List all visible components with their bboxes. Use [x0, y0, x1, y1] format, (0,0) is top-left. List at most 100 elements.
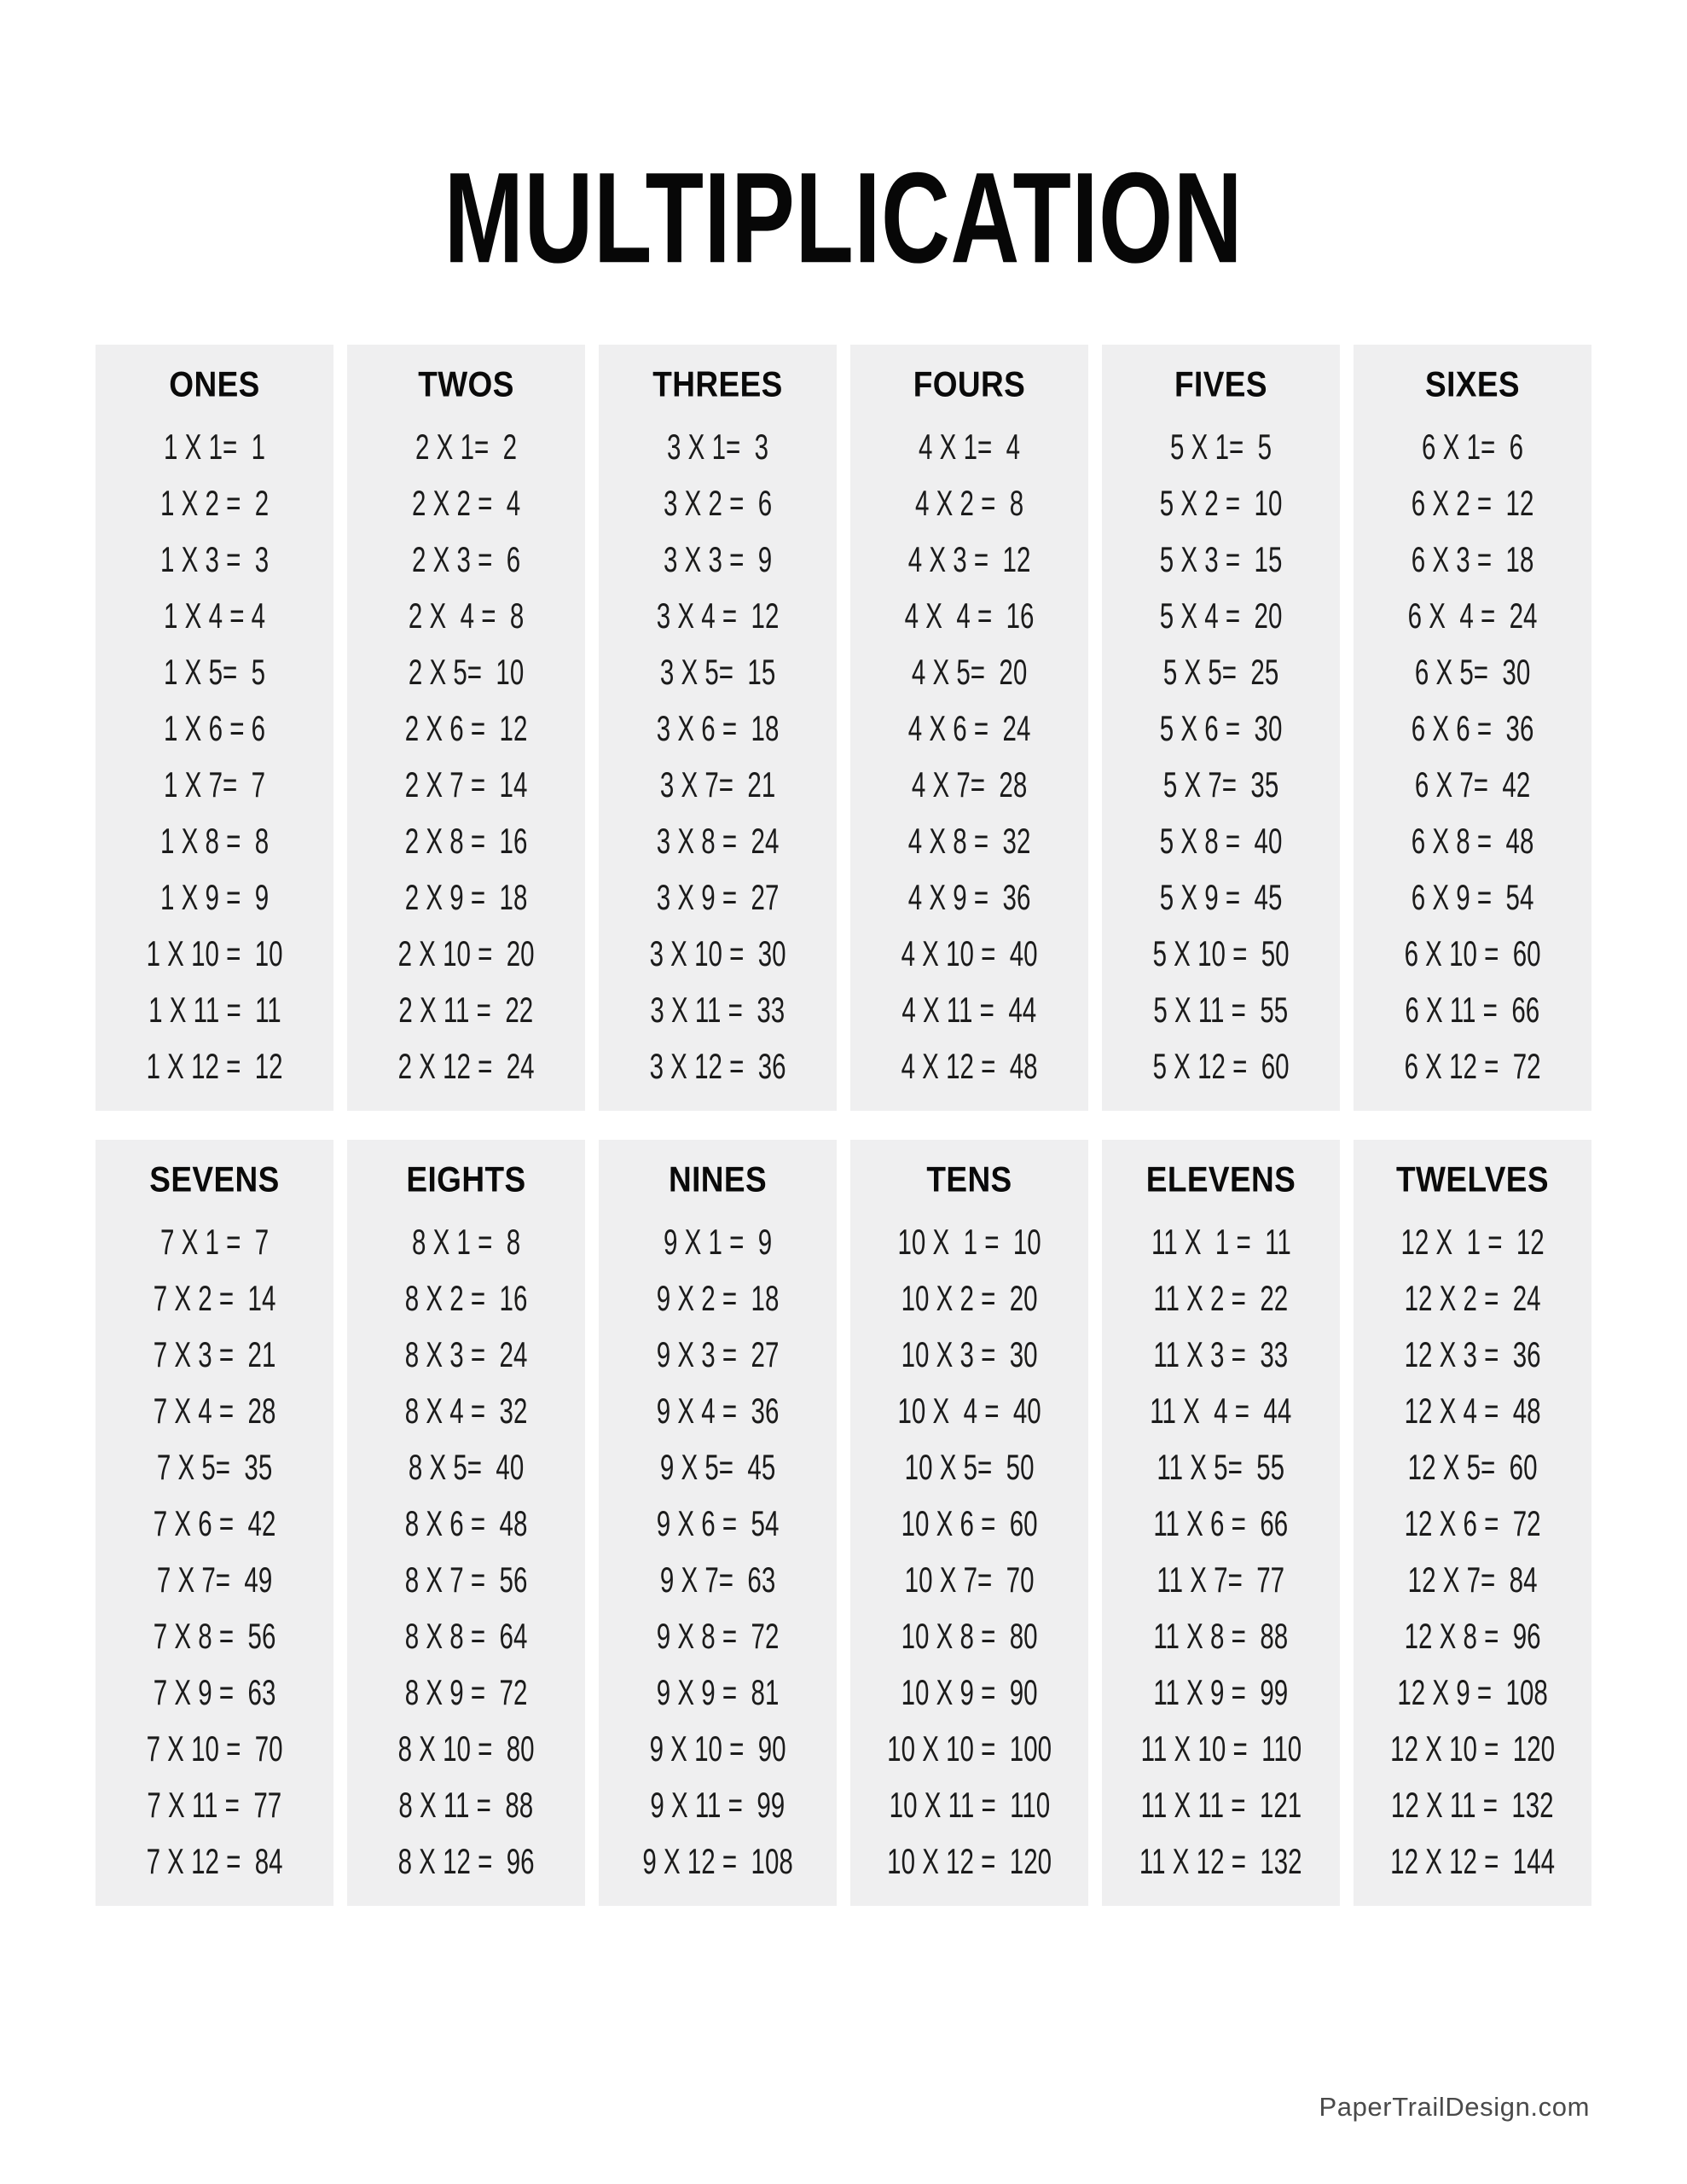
equation-row: 7 X 6 = 42 — [153, 1502, 276, 1544]
equation-row: 12 X 2 = 24 — [1404, 1277, 1541, 1319]
equation-row: 1 X 3 = 3 — [159, 538, 270, 580]
equation-list-fours: 4 X 1= 4 4 X 2 = 8 4 X 3 = 12 4 X 4 = 16… — [850, 426, 1088, 1087]
equation-row: 1 X 11 = 11 — [148, 989, 281, 1031]
equation-row: 10 X 3 = 30 — [901, 1333, 1038, 1375]
equation-row: 1 X 4 = 4 — [163, 595, 265, 636]
equation-row: 2 X 7 = 14 — [404, 764, 528, 805]
equation-row: 4 X 8 = 32 — [907, 820, 1031, 862]
equation-list-twelves: 12 X 1 = 12 12 X 2 = 24 12 X 3 = 36 12 X… — [1354, 1221, 1591, 1879]
equation-row: 1 X 9 = 9 — [159, 876, 270, 918]
equation-row: 4 X 2 = 8 — [914, 482, 1024, 524]
equation-row: 5 X 1= 5 — [1169, 426, 1272, 468]
equation-row: 4 X 10 = 40 — [901, 932, 1038, 974]
equation-row: 7 X 5= 35 — [156, 1446, 273, 1488]
equation-row: 9 X 12 = 108 — [642, 1840, 793, 1882]
equation-row: 3 X 10 = 30 — [649, 932, 786, 974]
equation-row: 1 X 6 = 6 — [163, 707, 265, 749]
card-sixes: SIXES 6 X 1= 6 6 X 2 = 12 6 X 3 = 18 6 X… — [1354, 345, 1591, 1111]
card-fives: FIVES 5 X 1= 5 5 X 2 = 10 5 X 3 = 15 5 X… — [1102, 345, 1340, 1111]
equation-row: 12 X 8 = 96 — [1404, 1615, 1541, 1657]
equation-row: 11 X 12 = 132 — [1139, 1840, 1302, 1882]
equation-row: 3 X 9 = 27 — [656, 876, 780, 918]
equation-row: 8 X 9 = 72 — [404, 1671, 528, 1713]
equation-row: 1 X 2 = 2 — [159, 482, 270, 524]
equation-row: 6 X 4 = 24 — [1407, 595, 1538, 636]
card-nines: NINES 9 X 1 = 9 9 X 2 = 18 9 X 3 = 27 9 … — [599, 1140, 837, 1906]
equation-list-sevens: 7 X 1 = 7 7 X 2 = 14 7 X 3 = 21 7 X 4 = … — [96, 1221, 333, 1879]
equation-row: 1 X 12 = 12 — [146, 1045, 283, 1087]
equation-row: 11 X 10 = 110 — [1140, 1728, 1301, 1769]
equation-list-tens: 10 X 1 = 10 10 X 2 = 20 10 X 3 = 30 10 X… — [850, 1224, 1088, 1882]
card-eights: EIGHTS 8 X 1 = 8 8 X 2 = 16 8 X 3 = 24 8… — [347, 1140, 585, 1906]
card-header-nines: NINES — [668, 1159, 768, 1199]
equation-row: 4 X 11 = 44 — [901, 989, 1037, 1031]
equation-row: 4 X 12 = 48 — [901, 1045, 1038, 1087]
equation-row: 12 X 10 = 120 — [1390, 1728, 1555, 1769]
equation-row: 11 X 5= 55 — [1157, 1446, 1285, 1488]
card-header-ones: ONES — [169, 364, 260, 404]
equation-row: 6 X 5= 30 — [1414, 651, 1531, 693]
equation-row: 12 X 11 = 132 — [1391, 1784, 1554, 1826]
equation-row: 2 X 2 = 4 — [411, 482, 521, 524]
equation-row: 8 X 3 = 24 — [404, 1333, 528, 1375]
multiplication-cards-grid: ONES 1 X 1= 1 1 X 2 = 2 1 X 3 = 3 1 X 4 … — [96, 345, 1591, 1906]
cards-row-top: ONES 1 X 1= 1 1 X 2 = 2 1 X 3 = 3 1 X 4 … — [96, 345, 1591, 1111]
equation-row: 6 X 7= 42 — [1414, 764, 1531, 805]
equation-row: 8 X 11 = 88 — [398, 1784, 534, 1826]
equation-list-threes: 3 X 1= 3 3 X 2 = 6 3 X 3 = 9 3 X 4 = 12 … — [599, 426, 837, 1084]
card-header-fives: FIVES — [1174, 364, 1267, 404]
card-tens: TENS 10 X 1 = 10 10 X 2 = 20 10 X 3 = 30… — [850, 1140, 1088, 1906]
equation-row: 7 X 11 = 77 — [147, 1784, 282, 1826]
equation-row: 8 X 6 = 48 — [404, 1502, 528, 1544]
equation-row: 6 X 1= 6 — [1421, 426, 1523, 468]
equation-row: 2 X 1= 2 — [415, 426, 517, 468]
equation-row: 1 X 1= 1 — [163, 426, 265, 468]
equation-row: 5 X 7= 35 — [1162, 764, 1279, 805]
page-title-container: MULTIPLICATION — [0, 0, 1687, 336]
equation-list-eights: 8 X 1 = 8 8 X 2 = 16 8 X 3 = 24 8 X 4 = … — [347, 1224, 585, 1879]
equation-row: 4 X 6 = 24 — [907, 707, 1031, 749]
equation-row: 7 X 10 = 70 — [146, 1728, 283, 1769]
equation-row: 1 X 7= 7 — [163, 764, 265, 805]
equation-row: 7 X 2 = 14 — [153, 1277, 276, 1319]
card-header-twelves: TWELVES — [1396, 1159, 1549, 1199]
equation-row: 2 X 3 = 6 — [411, 538, 521, 580]
equation-row: 2 X 12 = 24 — [397, 1045, 535, 1087]
equation-row: 9 X 5= 45 — [659, 1446, 776, 1488]
equation-row: 3 X 8 = 24 — [656, 820, 780, 862]
equation-row: 7 X 3 = 21 — [153, 1333, 276, 1375]
equation-row: 10 X 6 = 60 — [901, 1502, 1038, 1544]
equation-list-sixes: 6 X 1= 6 6 X 2 = 12 6 X 3 = 18 6 X 4 = 2… — [1354, 426, 1591, 1084]
card-header-sixes: SIXES — [1425, 364, 1520, 404]
equation-row: 3 X 5= 15 — [659, 651, 776, 693]
equation-row: 12 X 1 = 12 — [1400, 1221, 1545, 1263]
equation-row: 12 X 9 = 108 — [1397, 1671, 1548, 1713]
equation-row: 4 X 1= 4 — [918, 426, 1020, 468]
equation-row: 9 X 7= 63 — [659, 1559, 776, 1600]
equation-row: 7 X 4 = 28 — [153, 1390, 276, 1432]
equation-row: 11 X 2 = 22 — [1153, 1277, 1289, 1319]
equation-row: 7 X 1 = 7 — [159, 1221, 270, 1263]
equation-row: 4 X 7= 28 — [911, 764, 1028, 805]
equation-row: 1 X 8 = 8 — [159, 820, 270, 862]
equation-row: 1 X 10 = 10 — [146, 932, 283, 974]
equation-row: 11 X 8 = 88 — [1153, 1615, 1289, 1657]
card-twelves: TWELVES 12 X 1 = 12 12 X 2 = 24 12 X 3 =… — [1354, 1140, 1591, 1906]
equation-row: 5 X 11 = 55 — [1153, 989, 1289, 1031]
equation-row: 3 X 1= 3 — [666, 426, 768, 468]
equation-row: 9 X 2 = 18 — [656, 1277, 780, 1319]
equation-row: 12 X 5= 60 — [1407, 1446, 1538, 1488]
equation-row: 3 X 2 = 6 — [663, 482, 773, 524]
equation-row: 10 X 11 = 110 — [889, 1784, 1050, 1826]
card-sevens: SEVENS 7 X 1 = 7 7 X 2 = 14 7 X 3 = 21 7… — [96, 1140, 333, 1906]
equation-row: 11 X 4 = 44 — [1150, 1390, 1292, 1432]
equation-row: 8 X 8 = 64 — [404, 1615, 528, 1657]
equation-row: 2 X 9 = 18 — [404, 876, 528, 918]
equation-list-fives: 5 X 1= 5 5 X 2 = 10 5 X 3 = 15 5 X 4 = 2… — [1102, 426, 1340, 1084]
page-title: MULTIPLICATION — [443, 146, 1244, 291]
equation-row: 10 X 12 = 120 — [887, 1840, 1052, 1882]
equation-row: 11 X 1 = 11 — [1151, 1221, 1291, 1263]
equation-row: 2 X 10 = 20 — [397, 932, 535, 974]
equation-row: 12 X 6 = 72 — [1404, 1502, 1541, 1544]
